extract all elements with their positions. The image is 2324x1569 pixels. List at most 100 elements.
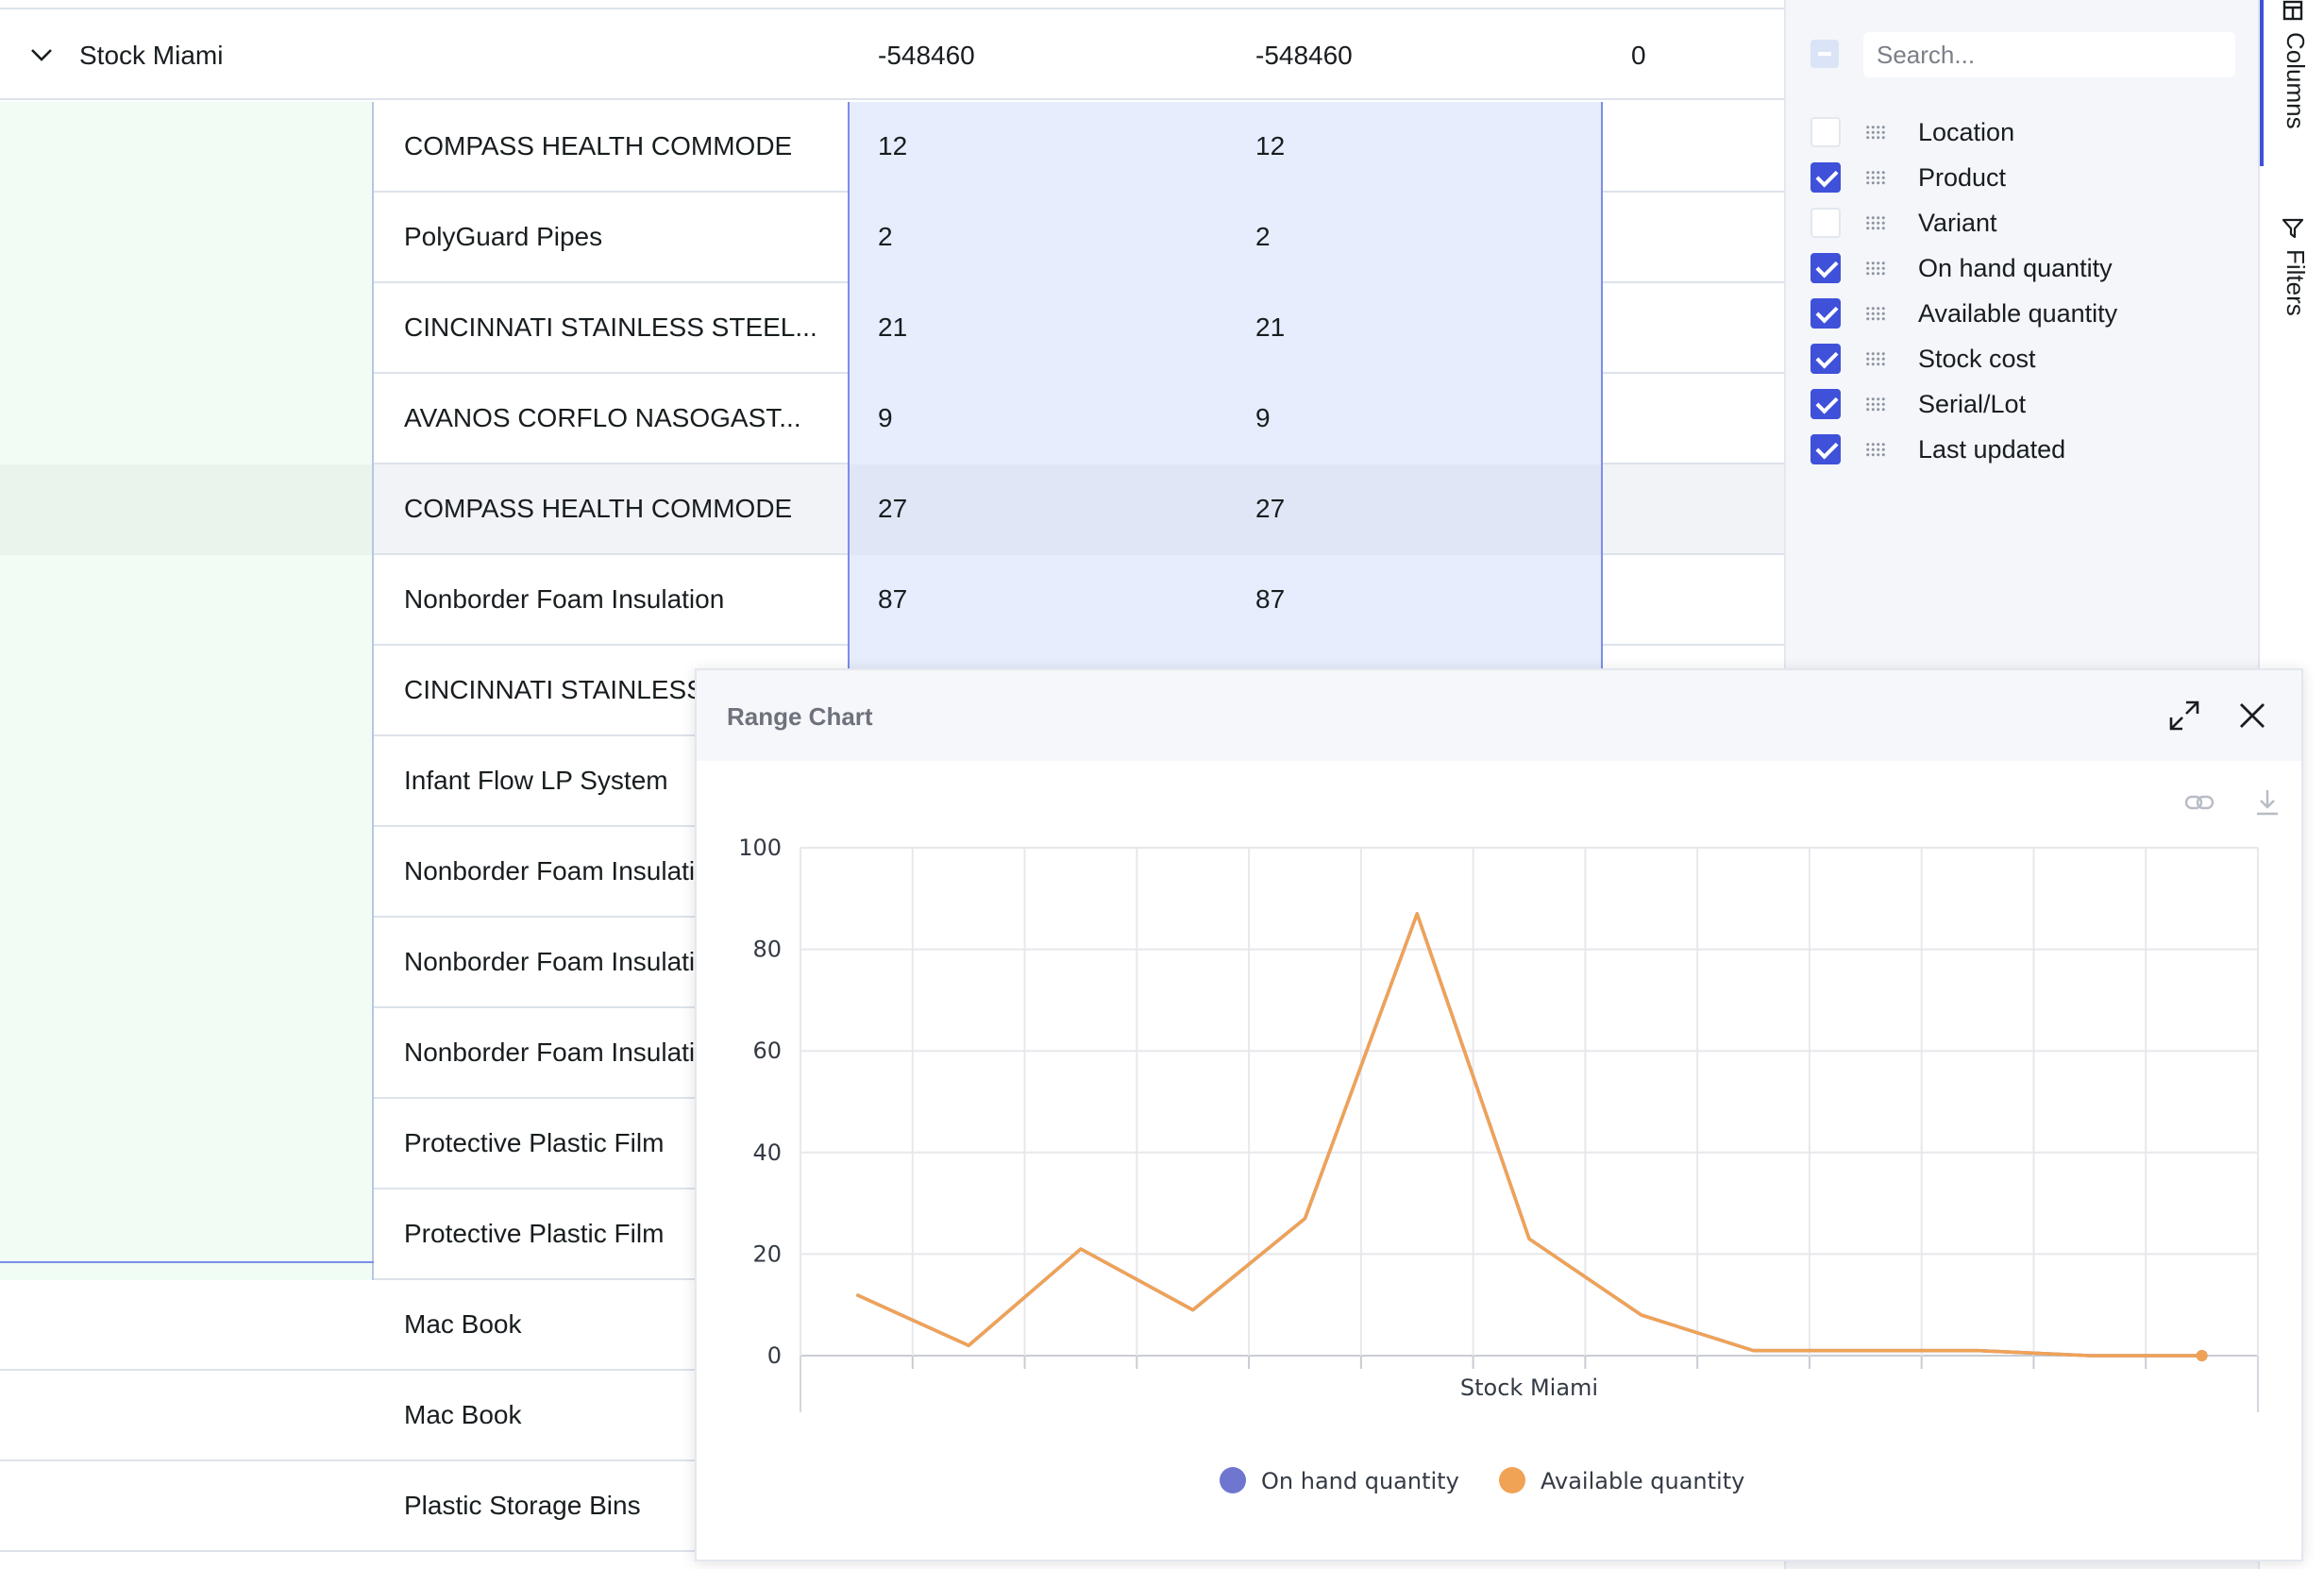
range-selection-cell[interactable] xyxy=(848,555,1603,646)
available-cell[interactable]: 9 xyxy=(1255,403,1271,432)
location-cell[interactable] xyxy=(0,102,374,193)
drag-handle-icon[interactable] xyxy=(1865,125,1886,140)
on-hand-cell[interactable]: 2 xyxy=(878,222,893,251)
location-cell[interactable] xyxy=(0,1099,374,1189)
column-label: Location xyxy=(1918,118,2015,146)
maximize-icon[interactable] xyxy=(2165,697,2203,734)
tab-filters[interactable]: Filters xyxy=(2260,217,2324,330)
column-item[interactable]: Serial/Lot xyxy=(1810,385,2245,423)
column-checkbox[interactable] xyxy=(1810,208,1841,238)
location-cell[interactable] xyxy=(0,1189,374,1280)
filter-icon xyxy=(2282,218,2304,239)
product-cell[interactable]: COMPASS HEALTH COMMODE xyxy=(404,131,793,160)
column-item[interactable]: Product xyxy=(1810,159,2245,196)
legend-swatch xyxy=(1499,1467,1525,1493)
range-selection-edge xyxy=(0,1261,374,1263)
location-cell[interactable] xyxy=(0,736,374,827)
location-cell[interactable] xyxy=(0,827,374,918)
column-item[interactable]: On hand quantity xyxy=(1810,249,2245,287)
drag-handle-icon[interactable] xyxy=(1865,396,1886,412)
column-checkbox[interactable] xyxy=(1810,117,1841,147)
range-selection-cell[interactable] xyxy=(848,102,1603,193)
product-cell[interactable]: PolyGuard Pipes xyxy=(404,222,603,251)
column-checkbox[interactable] xyxy=(1810,434,1841,464)
product-cell[interactable]: Nonborder Foam Insulation xyxy=(404,584,725,614)
product-cell[interactable]: CINCINNATI STAINLESS STEEL... xyxy=(404,312,817,342)
group-label: Stock Miami xyxy=(79,41,224,70)
available-cell[interactable]: 12 xyxy=(1255,131,1286,160)
dialog-title: Range Chart xyxy=(727,702,873,731)
y-tick-label: 40 xyxy=(752,1139,782,1166)
column-item[interactable]: Last updated xyxy=(1810,430,2245,468)
table-row[interactable]: COMPASS HEALTH COMMODE 27 27 xyxy=(0,464,1784,555)
available-cell[interactable]: 87 xyxy=(1255,584,1286,614)
legend-label: On hand quantity xyxy=(1261,1468,1459,1494)
column-item[interactable]: Stock cost xyxy=(1810,340,2245,378)
on-hand-cell[interactable]: 9 xyxy=(878,403,893,432)
close-icon[interactable] xyxy=(2233,697,2271,734)
range-selection-cell[interactable] xyxy=(848,283,1603,374)
table-row[interactable]: Nonborder Foam Insulation 87 87 xyxy=(0,555,1784,646)
column-checkbox[interactable] xyxy=(1810,344,1841,374)
group-row-stock-miami[interactable]: Stock Miami -548460 -548460 0 xyxy=(0,9,1784,100)
table-row[interactable]: CINCINNATI STAINLESS STEEL... 21 21 xyxy=(0,283,1784,374)
column-label: On hand quantity xyxy=(1918,254,2113,282)
y-tick-label: 20 xyxy=(752,1240,782,1267)
drag-handle-icon[interactable] xyxy=(1865,442,1886,457)
location-cell[interactable] xyxy=(0,555,374,646)
tab-filters-label: Filters xyxy=(2282,249,2310,316)
column-item[interactable]: Variant xyxy=(1810,204,2245,242)
dialog-header[interactable]: Range Chart xyxy=(697,670,2301,761)
on-hand-cell[interactable]: 27 xyxy=(878,494,908,523)
on-hand-cell[interactable]: 21 xyxy=(878,312,908,342)
x-axis-label: Stock Miami xyxy=(1460,1375,1598,1401)
drag-handle-icon[interactable] xyxy=(1865,351,1886,366)
location-cell[interactable] xyxy=(0,374,374,464)
column-checkbox[interactable] xyxy=(1810,162,1841,193)
location-cell[interactable] xyxy=(0,464,374,555)
series-line-0 xyxy=(855,912,2202,1358)
available-cell[interactable]: 21 xyxy=(1255,312,1286,342)
location-cell[interactable] xyxy=(0,1008,374,1099)
column-item[interactable]: Location xyxy=(1810,113,2245,151)
product-cell[interactable]: COMPASS HEALTH COMMODE xyxy=(404,494,793,523)
group-available-total: -548460 xyxy=(1255,41,1353,70)
range-selection-cell[interactable] xyxy=(848,374,1603,464)
range-selection-cell[interactable] xyxy=(848,464,1603,555)
group-on-hand-total: -548460 xyxy=(878,41,975,70)
y-tick-label: 100 xyxy=(738,835,782,861)
active-tab-indicator xyxy=(2260,0,2264,166)
drag-handle-icon[interactable] xyxy=(1865,215,1886,230)
location-cell[interactable] xyxy=(0,283,374,374)
location-cell[interactable] xyxy=(0,193,374,283)
column-checkbox[interactable] xyxy=(1810,253,1841,283)
available-cell[interactable]: 2 xyxy=(1255,222,1271,251)
column-search-input[interactable] xyxy=(1863,32,2235,77)
legend-swatch xyxy=(1220,1467,1246,1493)
drag-handle-icon[interactable] xyxy=(1865,170,1886,185)
drag-handle-icon[interactable] xyxy=(1865,261,1886,276)
tab-columns[interactable]: Columns xyxy=(2260,0,2324,166)
available-cell[interactable]: 27 xyxy=(1255,494,1286,523)
column-checkbox[interactable] xyxy=(1810,389,1841,419)
select-all-columns-checkbox[interactable] xyxy=(1810,40,1839,68)
column-label: Serial/Lot xyxy=(1918,390,2027,418)
column-item[interactable]: Available quantity xyxy=(1810,295,2245,332)
chevron-down-icon[interactable] xyxy=(28,42,55,68)
data-point xyxy=(2196,1350,2208,1361)
y-tick-label: 0 xyxy=(767,1342,782,1369)
column-checkbox[interactable] xyxy=(1810,298,1841,329)
download-icon[interactable] xyxy=(2250,785,2284,819)
range-selection-cell[interactable] xyxy=(848,193,1603,283)
table-row[interactable]: COMPASS HEALTH COMMODE 12 12 xyxy=(0,102,1784,193)
link-icon[interactable] xyxy=(2182,785,2216,819)
drag-handle-icon[interactable] xyxy=(1865,306,1886,321)
on-hand-cell[interactable]: 12 xyxy=(878,131,908,160)
location-cell[interactable] xyxy=(0,918,374,1008)
product-cell[interactable]: AVANOS CORFLO NASOGAST... xyxy=(404,403,801,432)
on-hand-cell[interactable]: 87 xyxy=(878,584,908,614)
table-row[interactable]: PolyGuard Pipes 2 2 xyxy=(0,193,1784,283)
table-row[interactable]: AVANOS CORFLO NASOGAST... 9 9 xyxy=(0,374,1784,464)
range-chart-dialog: Range Chart 0 20 40 60 80 100 Stock Miami On ha… xyxy=(695,668,2303,1561)
location-cell[interactable] xyxy=(0,646,374,736)
